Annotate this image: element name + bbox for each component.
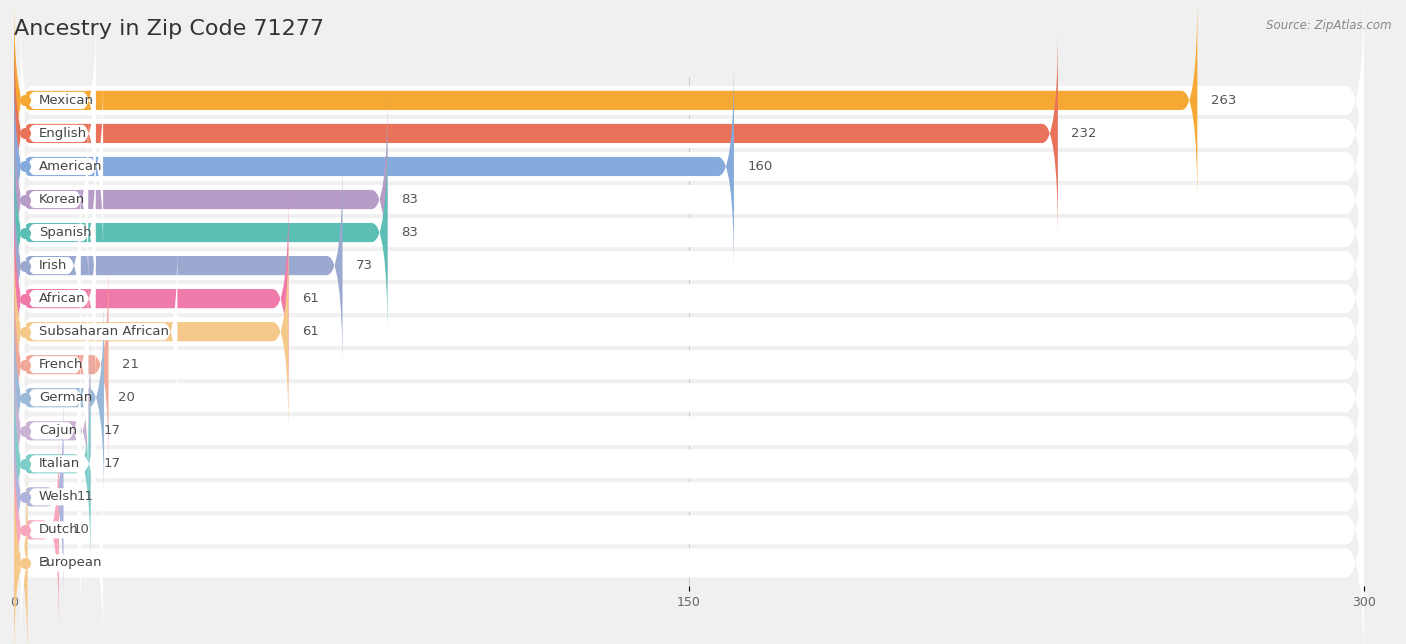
FancyBboxPatch shape [14, 346, 1364, 582]
Text: American: American [39, 160, 103, 173]
Text: 83: 83 [401, 193, 418, 206]
FancyBboxPatch shape [14, 28, 1057, 240]
Text: Dutch: Dutch [39, 524, 79, 536]
FancyBboxPatch shape [14, 259, 108, 471]
FancyBboxPatch shape [21, 109, 89, 290]
FancyBboxPatch shape [21, 374, 96, 554]
FancyBboxPatch shape [14, 61, 734, 272]
Text: African: African [39, 292, 86, 305]
Text: Cajun: Cajun [39, 424, 77, 437]
Text: 232: 232 [1071, 127, 1097, 140]
FancyBboxPatch shape [14, 424, 59, 636]
FancyBboxPatch shape [14, 93, 388, 305]
FancyBboxPatch shape [21, 274, 89, 455]
Text: 11: 11 [77, 490, 94, 504]
Text: 17: 17 [104, 424, 121, 437]
FancyBboxPatch shape [14, 49, 1364, 284]
FancyBboxPatch shape [14, 412, 1364, 644]
Text: Mexican: Mexican [39, 94, 94, 107]
Text: 17: 17 [104, 457, 121, 470]
Text: Spanish: Spanish [39, 226, 91, 239]
Text: 3: 3 [41, 556, 49, 569]
FancyBboxPatch shape [21, 439, 80, 620]
FancyBboxPatch shape [14, 292, 104, 504]
FancyBboxPatch shape [14, 214, 1364, 450]
Text: Irish: Irish [39, 259, 67, 272]
FancyBboxPatch shape [11, 457, 30, 644]
Text: Korean: Korean [39, 193, 84, 206]
FancyBboxPatch shape [21, 340, 80, 521]
Text: 20: 20 [118, 392, 135, 404]
FancyBboxPatch shape [21, 406, 80, 587]
FancyBboxPatch shape [14, 16, 1364, 251]
Text: Welsh: Welsh [39, 490, 79, 504]
FancyBboxPatch shape [14, 0, 1198, 207]
Text: Source: ZipAtlas.com: Source: ZipAtlas.com [1267, 19, 1392, 32]
FancyBboxPatch shape [14, 358, 90, 570]
FancyBboxPatch shape [14, 82, 1364, 317]
FancyBboxPatch shape [14, 445, 1364, 644]
Text: Italian: Italian [39, 457, 80, 470]
Text: 61: 61 [302, 292, 319, 305]
FancyBboxPatch shape [14, 160, 343, 372]
FancyBboxPatch shape [21, 175, 80, 356]
FancyBboxPatch shape [14, 126, 388, 339]
FancyBboxPatch shape [14, 379, 1364, 614]
FancyBboxPatch shape [14, 181, 1364, 416]
FancyBboxPatch shape [21, 208, 96, 389]
Text: European: European [39, 556, 103, 569]
Text: 61: 61 [302, 325, 319, 338]
Text: 83: 83 [401, 226, 418, 239]
Text: German: German [39, 392, 91, 404]
FancyBboxPatch shape [14, 225, 288, 438]
Text: 73: 73 [356, 259, 373, 272]
Text: 21: 21 [122, 358, 139, 371]
FancyBboxPatch shape [21, 43, 96, 224]
FancyBboxPatch shape [14, 280, 1364, 515]
FancyBboxPatch shape [21, 142, 96, 323]
FancyBboxPatch shape [14, 148, 1364, 383]
Text: French: French [39, 358, 83, 371]
Text: Subsaharan African: Subsaharan African [39, 325, 169, 338]
FancyBboxPatch shape [21, 10, 96, 191]
Text: 160: 160 [748, 160, 773, 173]
Text: English: English [39, 127, 87, 140]
FancyBboxPatch shape [14, 115, 1364, 350]
FancyBboxPatch shape [14, 247, 1364, 482]
Text: 10: 10 [73, 524, 90, 536]
FancyBboxPatch shape [21, 473, 103, 644]
FancyBboxPatch shape [14, 313, 1364, 549]
FancyBboxPatch shape [21, 76, 103, 257]
FancyBboxPatch shape [14, 193, 288, 404]
FancyBboxPatch shape [21, 307, 89, 488]
FancyBboxPatch shape [14, 325, 90, 537]
FancyBboxPatch shape [14, 0, 1364, 218]
Text: 263: 263 [1211, 94, 1236, 107]
FancyBboxPatch shape [21, 241, 177, 422]
Text: Ancestry in Zip Code 71277: Ancestry in Zip Code 71277 [14, 19, 323, 39]
FancyBboxPatch shape [14, 391, 63, 603]
